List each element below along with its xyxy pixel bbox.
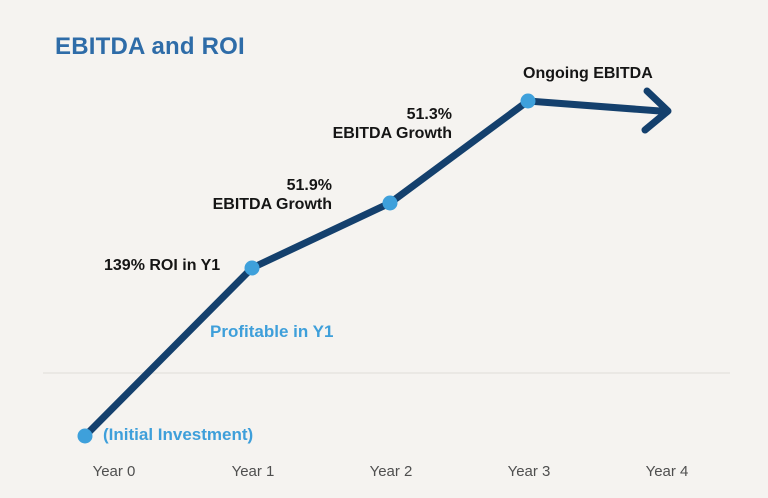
data-point-dot: [382, 195, 398, 211]
data-point-dot: [244, 260, 260, 276]
annotation-growth-year2: 51.9% EBITDA Growth: [213, 176, 332, 214]
annotation-roi-year1: 139% ROI in Y1: [104, 257, 221, 274]
arrowhead-icon: [641, 87, 672, 134]
annotation-initial-investment: (Initial Investment): [103, 425, 254, 444]
x-axis-label-year1: Year 1: [231, 463, 275, 480]
annotation-growth-year3-label: EBITDA Growth: [332, 125, 452, 142]
annotation-growth-year2-label: EBITDA Growth: [212, 196, 332, 213]
annotation-growth-year2-pct: 51.9%: [286, 177, 332, 194]
x-axis-label-year3: Year 3: [507, 463, 551, 480]
data-point-dot: [520, 93, 536, 109]
x-axis-label-year0: Year 0: [92, 463, 136, 480]
annotation-ongoing-ebitda: Ongoing EBITDA: [523, 65, 653, 82]
x-axis-label-year4: Year 4: [645, 463, 689, 480]
x-axis: Year 0 Year 1 Year 2 Year 3 Year 4: [0, 463, 768, 487]
annotation-growth-year3: 51.3% EBITDA Growth: [333, 105, 452, 143]
x-axis-label-year2: Year 2: [369, 463, 413, 480]
data-points: [77, 93, 536, 444]
chart-title: EBITDA and ROI: [55, 33, 245, 60]
data-point-dot: [77, 428, 93, 444]
annotation-growth-year3-pct: 51.3%: [406, 106, 452, 123]
annotation-profitable-year1: Profitable in Y1: [210, 322, 334, 341]
